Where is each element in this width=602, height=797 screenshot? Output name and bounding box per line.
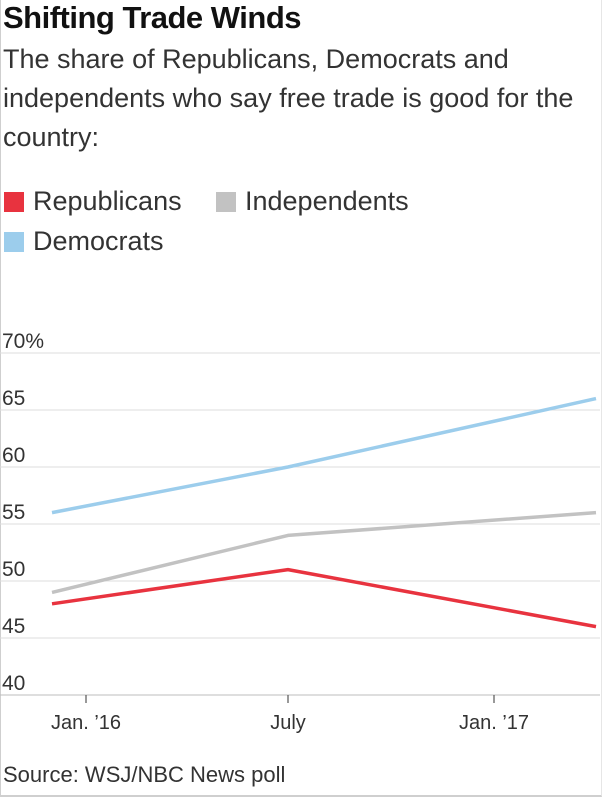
y-tick-label: 45 xyxy=(2,615,25,638)
legend-item-republicans: Republicans xyxy=(4,186,182,217)
y-tick-label: 40 xyxy=(2,672,25,695)
legend-swatch-democrats xyxy=(4,231,24,252)
y-tick-label: 50 xyxy=(2,558,25,581)
series-line-republicans xyxy=(51,567,597,629)
legend-item-democrats: Democrats xyxy=(4,226,164,257)
x-tick-label: July xyxy=(270,712,306,734)
chart-subtitle: The share of Republicans, Democrats and … xyxy=(3,44,574,152)
chart-title: Shifting Trade Winds xyxy=(3,0,302,35)
x-tick-label: Jan. ’17 xyxy=(459,712,529,734)
legend-label-republicans: Republicans xyxy=(33,186,182,216)
series-line-independents xyxy=(51,510,597,595)
y-tick-label: 70% xyxy=(2,330,44,353)
y-tick-label: 60 xyxy=(2,444,25,467)
legend-item-independents: Independents xyxy=(216,186,409,217)
y-tick-label: 65 xyxy=(2,387,25,410)
legend-label-democrats: Democrats xyxy=(33,226,164,256)
x-tick-label: Jan. ’16 xyxy=(51,712,121,734)
source-note: Source: WSJ/NBC News poll xyxy=(3,762,286,787)
legend-swatch-independents xyxy=(216,191,236,212)
legend-label-independents: Independents xyxy=(245,186,409,216)
y-tick-label: 55 xyxy=(2,501,25,524)
series-line-democrats xyxy=(51,396,597,515)
legend-swatch-republicans xyxy=(4,191,24,212)
